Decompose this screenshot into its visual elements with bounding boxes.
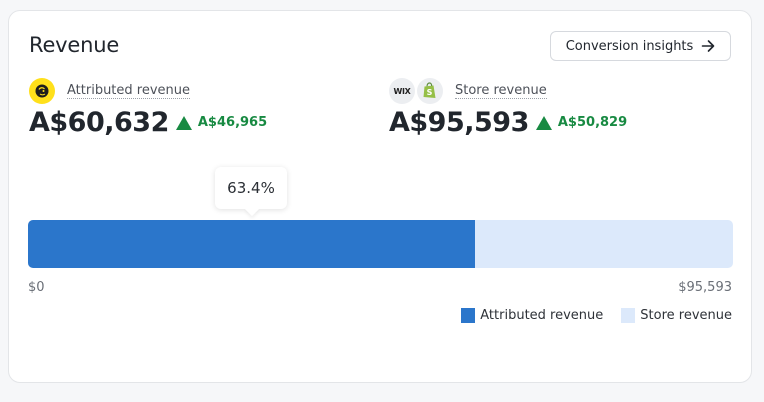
conversion-insights-button[interactable]: Conversion insights bbox=[550, 31, 731, 61]
axis-min-label: $0 bbox=[28, 280, 45, 295]
attributed-revenue-delta: A$46,965 bbox=[197, 115, 268, 130]
card-title: Revenue bbox=[29, 33, 120, 57]
legend-label-store: Store revenue bbox=[640, 308, 732, 323]
store-revenue-delta: A$50,829 bbox=[557, 115, 628, 130]
attributed-revenue-bar-segment[interactable] bbox=[28, 220, 475, 268]
mailchimp-logo-icon bbox=[29, 78, 55, 104]
conversion-insights-label: Conversion insights bbox=[565, 38, 694, 54]
attributed-revenue-metric: Attributed revenue A$60,632 A$46,965 bbox=[29, 77, 267, 138]
attributed-revenue-label[interactable]: Attributed revenue bbox=[67, 83, 191, 99]
legend-label-attributed: Attributed revenue bbox=[480, 308, 604, 323]
percentage-tooltip: 63.4% bbox=[215, 167, 287, 209]
store-revenue-label[interactable]: Store revenue bbox=[455, 83, 547, 99]
store-revenue-metric: WIX S Store revenue A$95,593 A$50,829 bbox=[389, 77, 627, 138]
revenue-card: Revenue Conversion insights Attributed r… bbox=[8, 10, 752, 383]
chart-legend: Attributed revenue Store revenue bbox=[461, 308, 732, 323]
attributed-revenue-value: A$60,632 bbox=[29, 107, 169, 138]
triangle-up-icon bbox=[175, 115, 192, 130]
store-revenue-value: A$95,593 bbox=[389, 107, 529, 138]
wix-logo-icon: WIX bbox=[389, 78, 415, 104]
legend-swatch-attributed bbox=[461, 308, 476, 323]
legend-item-attributed: Attributed revenue bbox=[461, 308, 603, 323]
triangle-up-icon bbox=[535, 115, 552, 130]
axis-max-label: $95,593 bbox=[678, 280, 732, 295]
arrow-right-icon bbox=[702, 40, 715, 52]
legend-swatch-store bbox=[621, 308, 636, 323]
shopify-logo-icon: S bbox=[417, 78, 443, 104]
revenue-progress-bar[interactable] bbox=[28, 220, 733, 268]
svg-text:S: S bbox=[427, 88, 433, 97]
legend-item-store: Store revenue bbox=[621, 308, 732, 323]
